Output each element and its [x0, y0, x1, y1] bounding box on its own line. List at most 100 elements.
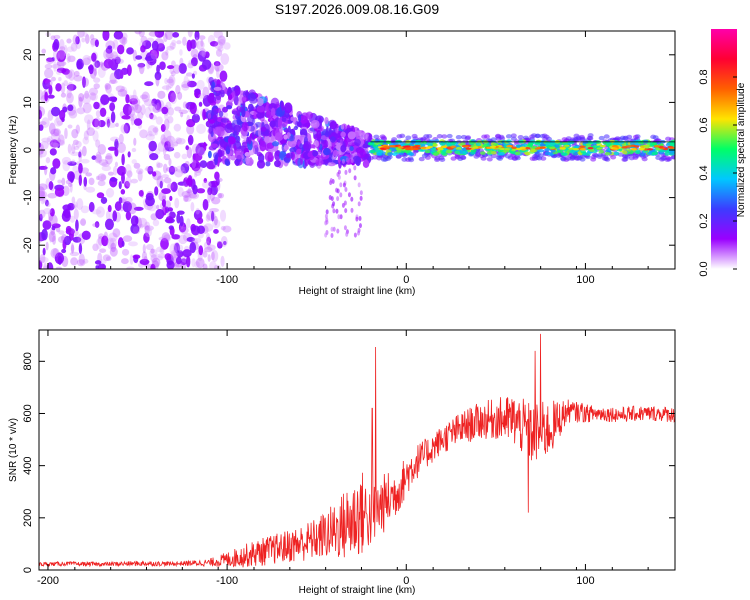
spectral-blob [49, 141, 59, 149]
spectral-blob [144, 221, 151, 231]
spectral-blob [652, 135, 659, 140]
spectral-blob [78, 174, 83, 186]
spectral-blob [156, 246, 164, 253]
spectral-blob [81, 145, 87, 157]
spectral-blob [141, 91, 150, 103]
spectral-blob [71, 196, 76, 205]
spectral-blob [132, 49, 138, 62]
spectral-blob [213, 126, 222, 135]
spectral-blob [256, 152, 263, 157]
spectral-blob [99, 248, 107, 253]
spectral-blob [82, 57, 91, 66]
spectral-blob [144, 225, 150, 235]
spectral-blob [259, 140, 267, 152]
spectral-blob [39, 165, 48, 170]
spectral-blob [155, 208, 165, 220]
spectral-blob [107, 171, 114, 176]
spectral-blob [58, 49, 66, 60]
spectral-blob [56, 50, 67, 63]
spectral-blob [170, 250, 179, 259]
spectral-blob [213, 264, 221, 269]
spectrogram-x-ticks: -200 -100 0 100 [37, 31, 649, 286]
snr-x-axis-label: Height of straight line (km) [299, 585, 416, 596]
spectral-blob [367, 141, 374, 146]
spectral-blob [137, 62, 145, 70]
spectral-blob [73, 145, 80, 150]
spectral-blob [335, 208, 339, 214]
spectral-blob [186, 146, 193, 159]
spectral-blob [159, 180, 163, 189]
spectral-blob [274, 150, 281, 161]
spectral-blob [515, 151, 521, 156]
spectral-blob [179, 226, 189, 234]
spectral-blob [412, 145, 419, 149]
spectral-blob [186, 80, 197, 88]
spectral-blob [242, 90, 249, 98]
spectral-blob [408, 157, 415, 163]
spectral-blob [135, 55, 143, 60]
spectral-blob [91, 209, 102, 215]
spectral-blob [121, 248, 130, 256]
spectral-blob [53, 117, 63, 127]
spectral-blob [94, 154, 103, 164]
spectral-blob [155, 161, 161, 169]
spectral-blob [213, 31, 224, 39]
spectral-blob [206, 210, 216, 221]
spectral-blob [131, 147, 137, 153]
spectral-blob [205, 232, 211, 244]
spectrogram-x-axis-label: Height of straight line (km) [299, 286, 416, 297]
spectral-blob [395, 154, 402, 159]
spectral-blob [220, 225, 226, 231]
spectral-blob [219, 70, 228, 82]
spectral-blob [329, 177, 333, 183]
spectral-blob [58, 76, 62, 82]
spectral-blob [207, 191, 211, 203]
spectral-blob [660, 156, 667, 161]
spectral-blob [185, 145, 190, 151]
spectral-blob [39, 254, 46, 264]
spectral-blob [122, 103, 132, 116]
spectral-blob [336, 228, 340, 234]
spectral-blob [147, 165, 154, 175]
spectral-blob [604, 151, 611, 156]
spectral-blob [166, 65, 175, 70]
spectral-blob [133, 137, 137, 146]
spectral-blob [161, 106, 169, 115]
spectral-blob [39, 209, 46, 219]
spectral-blob [540, 143, 546, 147]
spectral-blob [174, 197, 180, 209]
spectral-blob [590, 157, 597, 162]
spectral-blob [440, 151, 447, 156]
spectral-blob [96, 175, 100, 181]
spectral-blob [358, 223, 362, 229]
spectral-blob [155, 116, 163, 125]
spectral-blob [202, 108, 206, 121]
spectral-blob [101, 235, 109, 247]
spectral-blob [121, 36, 126, 49]
spectral-blob [58, 230, 65, 235]
spectral-blob [77, 31, 85, 38]
spectral-blob [450, 156, 457, 161]
spectral-blob [332, 150, 338, 157]
spectral-blob [114, 161, 119, 168]
spectral-blob [212, 114, 218, 122]
spectral-blob [382, 157, 389, 162]
spectral-blob [109, 237, 117, 250]
spectral-blob [180, 258, 187, 266]
spectral-blob [134, 100, 139, 111]
spectral-blob [441, 134, 448, 139]
spectral-blob [82, 102, 92, 114]
spectral-blob [39, 147, 44, 155]
spectral-blob [460, 155, 467, 161]
spectral-blob [104, 84, 108, 91]
spectral-blob [114, 201, 122, 212]
spectral-blob [81, 37, 86, 43]
spectral-blob [80, 205, 90, 214]
spectral-blob [164, 145, 169, 153]
spectral-blob [137, 170, 143, 182]
spectral-blob [241, 121, 249, 132]
spectral-blob [142, 244, 146, 254]
spectral-blob [185, 177, 193, 186]
spectral-blob [157, 90, 166, 100]
spectral-blob [116, 142, 126, 154]
